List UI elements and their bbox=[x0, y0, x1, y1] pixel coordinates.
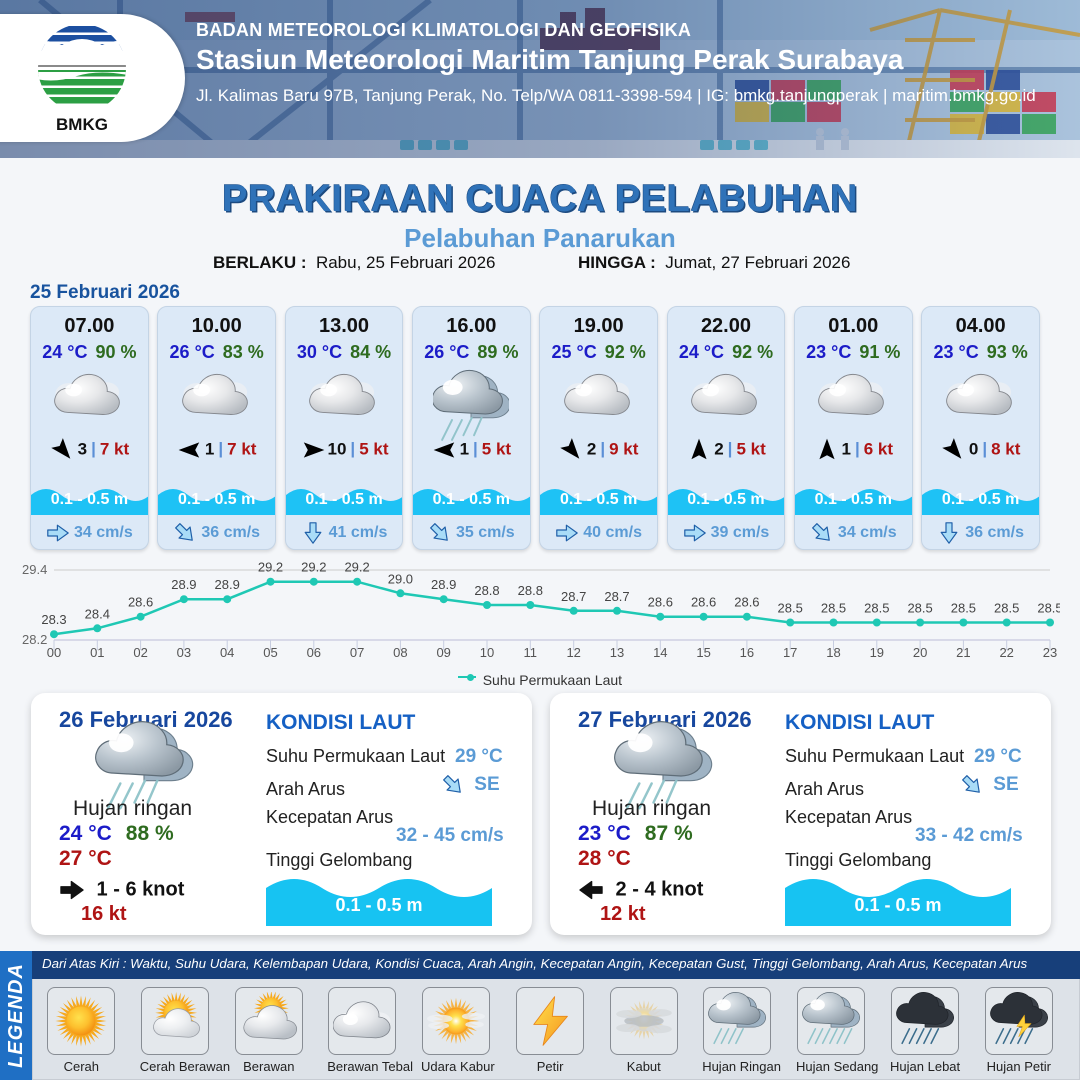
svg-text:22: 22 bbox=[999, 645, 1013, 660]
svg-text:28.7: 28.7 bbox=[604, 589, 629, 604]
svg-text:28.5: 28.5 bbox=[994, 601, 1019, 616]
svg-text:29.2: 29.2 bbox=[344, 560, 369, 575]
svg-text:00: 00 bbox=[47, 645, 61, 660]
svg-text:28.2: 28.2 bbox=[22, 632, 47, 647]
svg-text:19: 19 bbox=[870, 645, 884, 660]
svg-text:28.4: 28.4 bbox=[85, 606, 110, 621]
svg-text:09: 09 bbox=[436, 645, 450, 660]
svg-text:28.5: 28.5 bbox=[864, 601, 889, 616]
svg-text:28.9: 28.9 bbox=[215, 577, 240, 592]
svg-text:28.8: 28.8 bbox=[474, 583, 499, 598]
svg-text:05: 05 bbox=[263, 645, 277, 660]
svg-text:11: 11 bbox=[524, 645, 538, 660]
svg-text:29.4: 29.4 bbox=[22, 562, 47, 577]
svg-text:10: 10 bbox=[480, 645, 494, 660]
svg-text:28.9: 28.9 bbox=[431, 577, 456, 592]
svg-text:17: 17 bbox=[783, 645, 797, 660]
svg-text:29.2: 29.2 bbox=[258, 560, 283, 575]
svg-text:07: 07 bbox=[350, 645, 364, 660]
svg-text:BMKG: BMKG bbox=[56, 115, 108, 134]
svg-text:28.5: 28.5 bbox=[907, 601, 932, 616]
svg-text:06: 06 bbox=[307, 645, 321, 660]
svg-text:29.2: 29.2 bbox=[301, 560, 326, 575]
svg-text:01: 01 bbox=[90, 645, 104, 660]
svg-text:21: 21 bbox=[956, 645, 970, 660]
svg-text:16: 16 bbox=[740, 645, 754, 660]
svg-text:29.0: 29.0 bbox=[388, 571, 413, 586]
svg-text:28.5: 28.5 bbox=[778, 601, 803, 616]
svg-text:13: 13 bbox=[610, 645, 624, 660]
svg-text:28.5: 28.5 bbox=[821, 601, 846, 616]
svg-text:28.8: 28.8 bbox=[518, 583, 543, 598]
svg-text:28.6: 28.6 bbox=[691, 595, 716, 610]
svg-text:23: 23 bbox=[1043, 645, 1057, 660]
svg-text:28.9: 28.9 bbox=[171, 577, 196, 592]
svg-text:02: 02 bbox=[133, 645, 147, 660]
svg-text:03: 03 bbox=[177, 645, 191, 660]
svg-text:04: 04 bbox=[220, 645, 234, 660]
svg-text:08: 08 bbox=[393, 645, 407, 660]
svg-text:18: 18 bbox=[826, 645, 840, 660]
svg-text:20: 20 bbox=[913, 645, 927, 660]
svg-text:28.5: 28.5 bbox=[1037, 601, 1060, 616]
svg-text:15: 15 bbox=[696, 645, 710, 660]
svg-text:28.6: 28.6 bbox=[648, 595, 673, 610]
svg-text:12: 12 bbox=[566, 645, 580, 660]
svg-text:28.6: 28.6 bbox=[734, 595, 759, 610]
svg-text:28.6: 28.6 bbox=[128, 595, 153, 610]
svg-text:28.7: 28.7 bbox=[561, 589, 586, 604]
svg-text:28.3: 28.3 bbox=[41, 612, 66, 627]
svg-text:14: 14 bbox=[653, 645, 667, 660]
svg-text:28.5: 28.5 bbox=[951, 601, 976, 616]
